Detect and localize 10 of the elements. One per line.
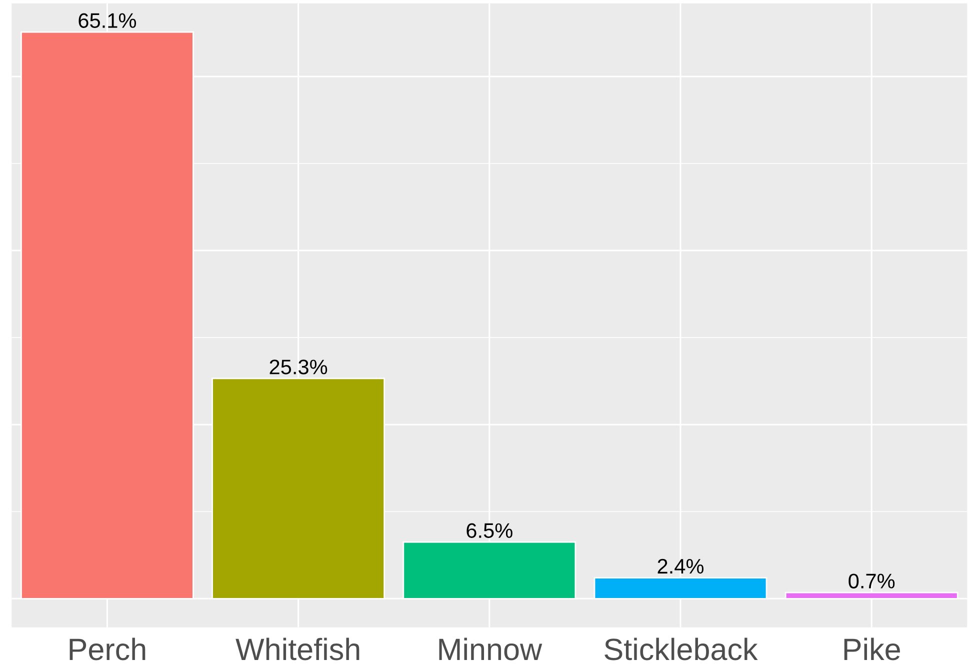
x-tick-label: Minnow	[439, 638, 542, 660]
data-label: 6.5%	[466, 523, 512, 538]
data-label: 65.1%	[78, 13, 136, 28]
x-tick-label: Whitefish	[236, 638, 360, 660]
x-tick-label: Stickleback	[604, 638, 758, 660]
x-tick-label: Perch	[70, 638, 146, 660]
data-label: 25.3%	[270, 360, 328, 374]
data-label: 0.7%	[848, 574, 895, 588]
data-label: 2.4%	[658, 558, 704, 574]
x-tick-label: Pike	[844, 638, 900, 660]
